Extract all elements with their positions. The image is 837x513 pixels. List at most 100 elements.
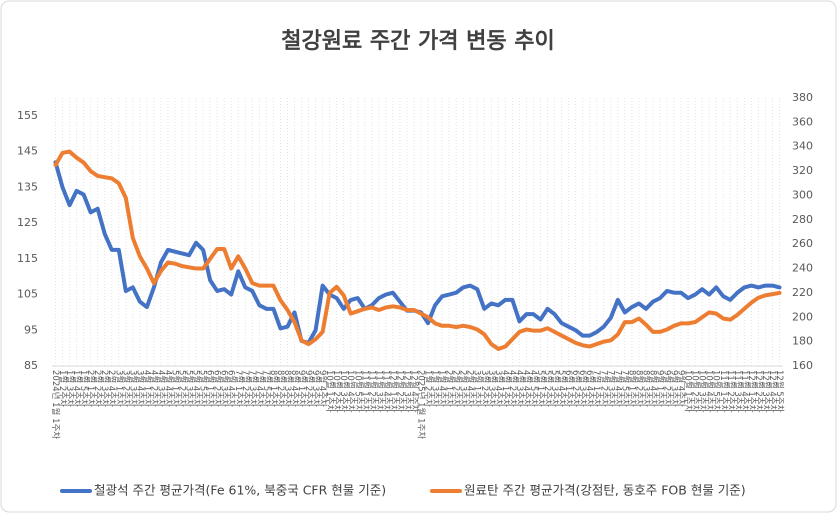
x-tick-label: 6월 3주차 — [219, 370, 230, 407]
x-tick-label: 10월 3주차 — [697, 370, 708, 413]
x-tick-label: 5월 4주차 — [556, 370, 567, 407]
x-tick-label: 5월 5주차 — [198, 370, 209, 407]
y2-tick-label: 300 — [792, 188, 813, 201]
x-tick-label: 6월 4주차 — [226, 370, 237, 407]
x-tick-label: 9월 4주차 — [676, 370, 687, 407]
x-tick-label: 9월 3주차 — [310, 370, 321, 407]
y2-tick-label: 200 — [792, 310, 813, 323]
legend-label: 원료탄 주간 평균가격(강점탄, 동호주 FOB 현물 기준) — [464, 483, 746, 498]
series-line — [53, 149, 782, 351]
y2-tick-label: 220 — [792, 286, 813, 299]
x-tick-label: 7월 2주차 — [598, 370, 609, 407]
x-tick-label: 2월 4주차 — [106, 370, 117, 407]
x-tick-label: 12월 1주차 — [746, 370, 757, 413]
x-tick-label: 3월 3주차 — [486, 370, 497, 407]
x-tick-label: 2024년 1월 1주차 — [50, 370, 61, 439]
x-tick-label: 4월 4주차 — [521, 370, 532, 407]
x-tick-label: 3월 2주차 — [120, 370, 131, 407]
x-tick-label: 11월 4주차 — [739, 370, 750, 413]
x-tick-label: 10월 5주차 — [352, 370, 363, 413]
x-tick-label: 8월 3주차 — [282, 370, 293, 407]
x-tick-label: 5월 4주차 — [191, 370, 202, 407]
x-tick-label: 7월 5주차 — [261, 370, 272, 407]
x-tick-label: 3월 2주차 — [479, 370, 490, 407]
x-tick-label: 11월 1주차 — [359, 370, 370, 413]
x-tick-label: 9월 3주차 — [669, 370, 680, 407]
x-tick-label: 5월 2주차 — [542, 370, 553, 407]
x-tick-label: 11월 3주차 — [373, 370, 384, 413]
x-tick-label: 5월 1주차 — [535, 370, 546, 407]
legend-label: 철광석 주간 평균가격(Fe 61%, 북중국 CFR 현물 기준) — [94, 483, 386, 498]
x-tick-label: 2월 3주차 — [458, 370, 469, 407]
x-tick-label: 2월 2주차 — [92, 370, 103, 407]
y-tick-label: 135 — [17, 180, 38, 193]
y2-tick-label: 360 — [792, 115, 813, 128]
y-tick-label: 155 — [17, 109, 38, 122]
x-tick-label: 1월 2주차 — [423, 370, 434, 407]
x-tick-label: 7월 4주차 — [254, 370, 265, 407]
x-tick-label: 11월 1주차 — [718, 370, 729, 413]
y-tick-label: 125 — [17, 216, 38, 229]
x-tick-label: 12월 5주차 — [774, 370, 785, 413]
x-tick-label: 4월 1주차 — [500, 370, 511, 407]
y2-tick-label: 160 — [792, 359, 813, 372]
x-tick-label: 1월 2주차 — [57, 370, 68, 407]
x-tick-label: 6월 4주차 — [584, 370, 595, 407]
x-tick-label: 8월 1주차 — [268, 370, 279, 407]
x-tick-label: 2월 2주차 — [451, 370, 462, 407]
x-tick-label: 5월 1주차 — [170, 370, 181, 407]
x-tick-label: 10월 1주차 — [324, 370, 335, 413]
x-tick-label: 5월 2주차 — [177, 370, 188, 407]
x-tick-label: 4월 3주차 — [514, 370, 525, 407]
x-tick-label: 10월 5주차 — [711, 370, 722, 413]
x-tick-label: 12월 3주차 — [760, 370, 771, 413]
x-tick-label: 2월 1주차 — [444, 370, 455, 407]
y2-tick-label: 240 — [792, 262, 813, 275]
x-tick-label: 12월 2주차 — [394, 370, 405, 413]
x-tick-label: 9월 1주차 — [654, 370, 665, 407]
x-tick-label: 3월 1주차 — [113, 370, 124, 407]
x-tick-label: 1월 3주차 — [64, 370, 75, 407]
x-tick-label: 11월 3주차 — [732, 370, 743, 413]
x-tick-label: 10월 3주차 — [338, 370, 349, 413]
y-tick-label: 105 — [17, 288, 38, 301]
x-tick-label: 6월 2주차 — [212, 370, 223, 407]
x-tick-label: 6월 1주차 — [563, 370, 574, 407]
x-tick-label: 12월 1주차 — [387, 370, 398, 413]
y2-tick-label: 380 — [792, 91, 813, 104]
x-tick-label: 7월 1주차 — [591, 370, 602, 407]
x-tick-label: 3월 3주차 — [127, 370, 138, 407]
x-tick-label: 8월 3주차 — [640, 370, 651, 407]
x-tick-label: 3월 4주차 — [493, 370, 504, 407]
x-tick-label: 4월 5주차 — [528, 370, 539, 407]
x-tick-label: 5월 3주차 — [184, 370, 195, 407]
x-tick-label: 3월 4주차 — [134, 370, 145, 407]
x-tick-label: 8월 2주차 — [275, 370, 286, 407]
x-tick-label: 2월 3주차 — [99, 370, 110, 407]
x-tick-label: 4월 1주차 — [141, 370, 152, 407]
y-tick-label: 85 — [24, 359, 38, 372]
x-tick-label: 2025년 1월 1주차 — [416, 370, 427, 439]
x-tick-label: 9월 2주차 — [303, 370, 314, 407]
y2-tick-label: 260 — [792, 237, 813, 250]
x-tick-label: 8월 1주차 — [626, 370, 637, 407]
x-tick-label: 4월 2주차 — [507, 370, 518, 407]
x-tick-label: 10월 2주차 — [690, 370, 701, 413]
x-tick-label: 8월 4주차 — [289, 370, 300, 407]
x-tick-label: 10월 2주차 — [331, 370, 342, 413]
y-tick-label: 95 — [24, 323, 38, 336]
y2-tick-label: 180 — [792, 335, 813, 348]
x-tick-label: 12월 4주차 — [408, 370, 419, 413]
x-tick-label: 7월 1주차 — [233, 370, 244, 407]
x-tick-label: 10월 4주차 — [345, 370, 356, 413]
y2-tick-label: 320 — [792, 164, 813, 177]
x-tick-label: 1월 3주차 — [430, 370, 441, 407]
y-tick-label: 115 — [17, 252, 38, 265]
y2-tick-label: 280 — [792, 213, 813, 226]
x-tick-label: 9월 1주차 — [296, 370, 307, 407]
x-tick-label: 2월 4주차 — [465, 370, 476, 407]
x-tick-label: 1월 5주차 — [78, 370, 89, 407]
x-tick-label: 12월 2주차 — [753, 370, 764, 413]
x-tick-label: 7월 3주차 — [605, 370, 616, 407]
